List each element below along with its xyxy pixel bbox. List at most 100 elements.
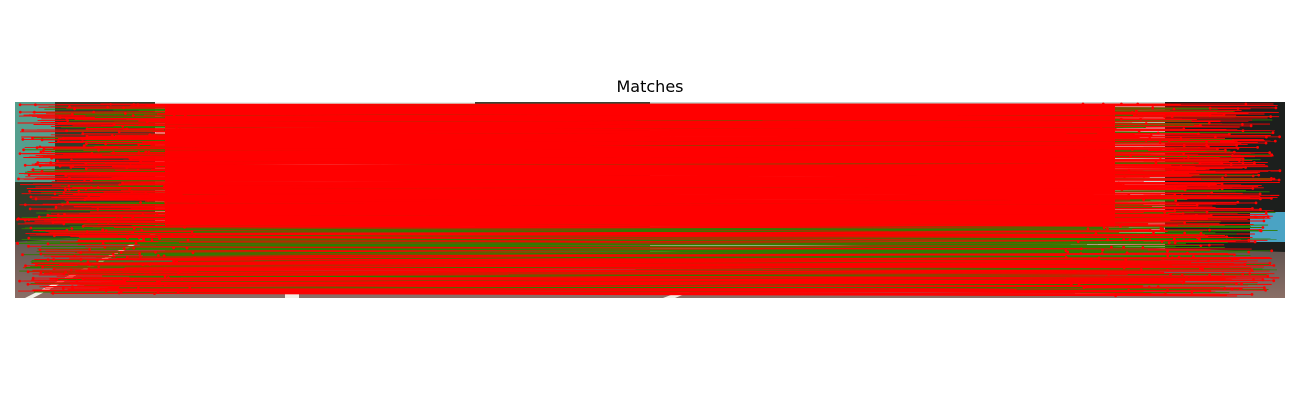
keypoint (147, 150, 151, 154)
keypoint (1278, 169, 1282, 173)
keypoint (28, 190, 31, 193)
keypoint (1127, 168, 1131, 172)
match-line (185, 289, 1130, 292)
keypoint (101, 242, 105, 246)
keypoint (38, 145, 42, 149)
keypoint (64, 270, 67, 274)
keypoint (27, 218, 31, 222)
keypoint (58, 164, 62, 168)
keypoint (1182, 127, 1186, 131)
keypoint (1073, 180, 1077, 183)
keypoint (168, 112, 172, 115)
match-line (164, 161, 1116, 165)
keypoint (144, 150, 148, 154)
keypoint (1181, 212, 1185, 215)
match-line (164, 184, 1116, 187)
keypoint (1094, 232, 1098, 236)
keypoint (1220, 161, 1224, 165)
keypoint (1087, 142, 1090, 146)
keypoint (100, 194, 103, 198)
keypoint (176, 290, 180, 294)
keypoint (1089, 264, 1093, 268)
keypoint (85, 127, 89, 131)
keypoint (180, 277, 184, 281)
keypoint (1208, 289, 1212, 293)
keypoint (1161, 257, 1165, 260)
match-line (164, 218, 1116, 222)
keypoint (141, 263, 145, 267)
keypoint (1122, 183, 1125, 187)
keypoint (172, 113, 176, 117)
keypoint (1252, 278, 1255, 282)
keypoint (1199, 232, 1203, 235)
keypoint (39, 252, 43, 256)
keypoint (156, 280, 159, 284)
keypoint (117, 214, 121, 218)
keypoint (53, 192, 57, 196)
keypoint (90, 152, 94, 155)
keypoint (70, 113, 74, 116)
keypoint (64, 173, 68, 177)
keypoint (1251, 207, 1254, 210)
keypoint (1149, 134, 1153, 138)
keypoint (1128, 238, 1132, 242)
keypoint (61, 203, 64, 207)
keypoint (149, 193, 152, 196)
keypoint (1094, 213, 1098, 217)
keypoint (1247, 250, 1251, 254)
keypoint (1079, 252, 1083, 256)
match-line (164, 215, 1116, 218)
keypoint (1076, 240, 1080, 244)
keypoint (1208, 273, 1212, 277)
keypoint (81, 224, 85, 228)
keypoint (46, 213, 50, 217)
keypoint (73, 107, 76, 111)
keypoint (1120, 102, 1123, 106)
keypoint (39, 271, 43, 274)
keypoint (38, 164, 42, 168)
keypoint (1236, 200, 1240, 204)
match-line (169, 274, 1216, 277)
keypoint (125, 255, 129, 259)
keypoint (1174, 199, 1178, 203)
keypoint (27, 173, 31, 177)
keypoint (85, 134, 89, 138)
match-line (131, 271, 1128, 275)
keypoint (1104, 260, 1107, 263)
keypoint (1100, 252, 1104, 255)
keypoint (1159, 226, 1163, 230)
keypoint (132, 246, 136, 250)
match-line (164, 119, 1116, 122)
keypoint (1173, 186, 1177, 190)
match-line (164, 202, 1116, 205)
keypoint (1156, 285, 1160, 289)
keypoint (164, 159, 168, 163)
keypoint (185, 246, 189, 250)
keypoint (1127, 193, 1131, 197)
match-line (164, 171, 1116, 175)
keypoint (1182, 151, 1185, 155)
keypoint (1209, 214, 1213, 217)
keypoint (49, 271, 53, 275)
keypoint (157, 235, 161, 238)
keypoint (104, 142, 107, 146)
keypoint (1124, 285, 1128, 289)
keypoint (1249, 124, 1253, 128)
keypoints (16, 102, 1282, 298)
keypoint (1244, 166, 1247, 169)
keypoint (56, 213, 60, 217)
keypoint (1207, 145, 1210, 149)
match-line (164, 210, 1116, 214)
keypoint (183, 225, 187, 229)
keypoint (1250, 293, 1254, 296)
keypoint (1170, 256, 1174, 260)
keypoint (154, 250, 157, 254)
keypoint (1182, 280, 1186, 284)
keypoint (121, 181, 124, 185)
keypoint (167, 276, 170, 279)
keypoint (1117, 181, 1121, 185)
keypoint (1163, 115, 1166, 118)
match-line (164, 127, 1116, 130)
keypoint (115, 215, 119, 218)
match-line (182, 229, 1237, 235)
